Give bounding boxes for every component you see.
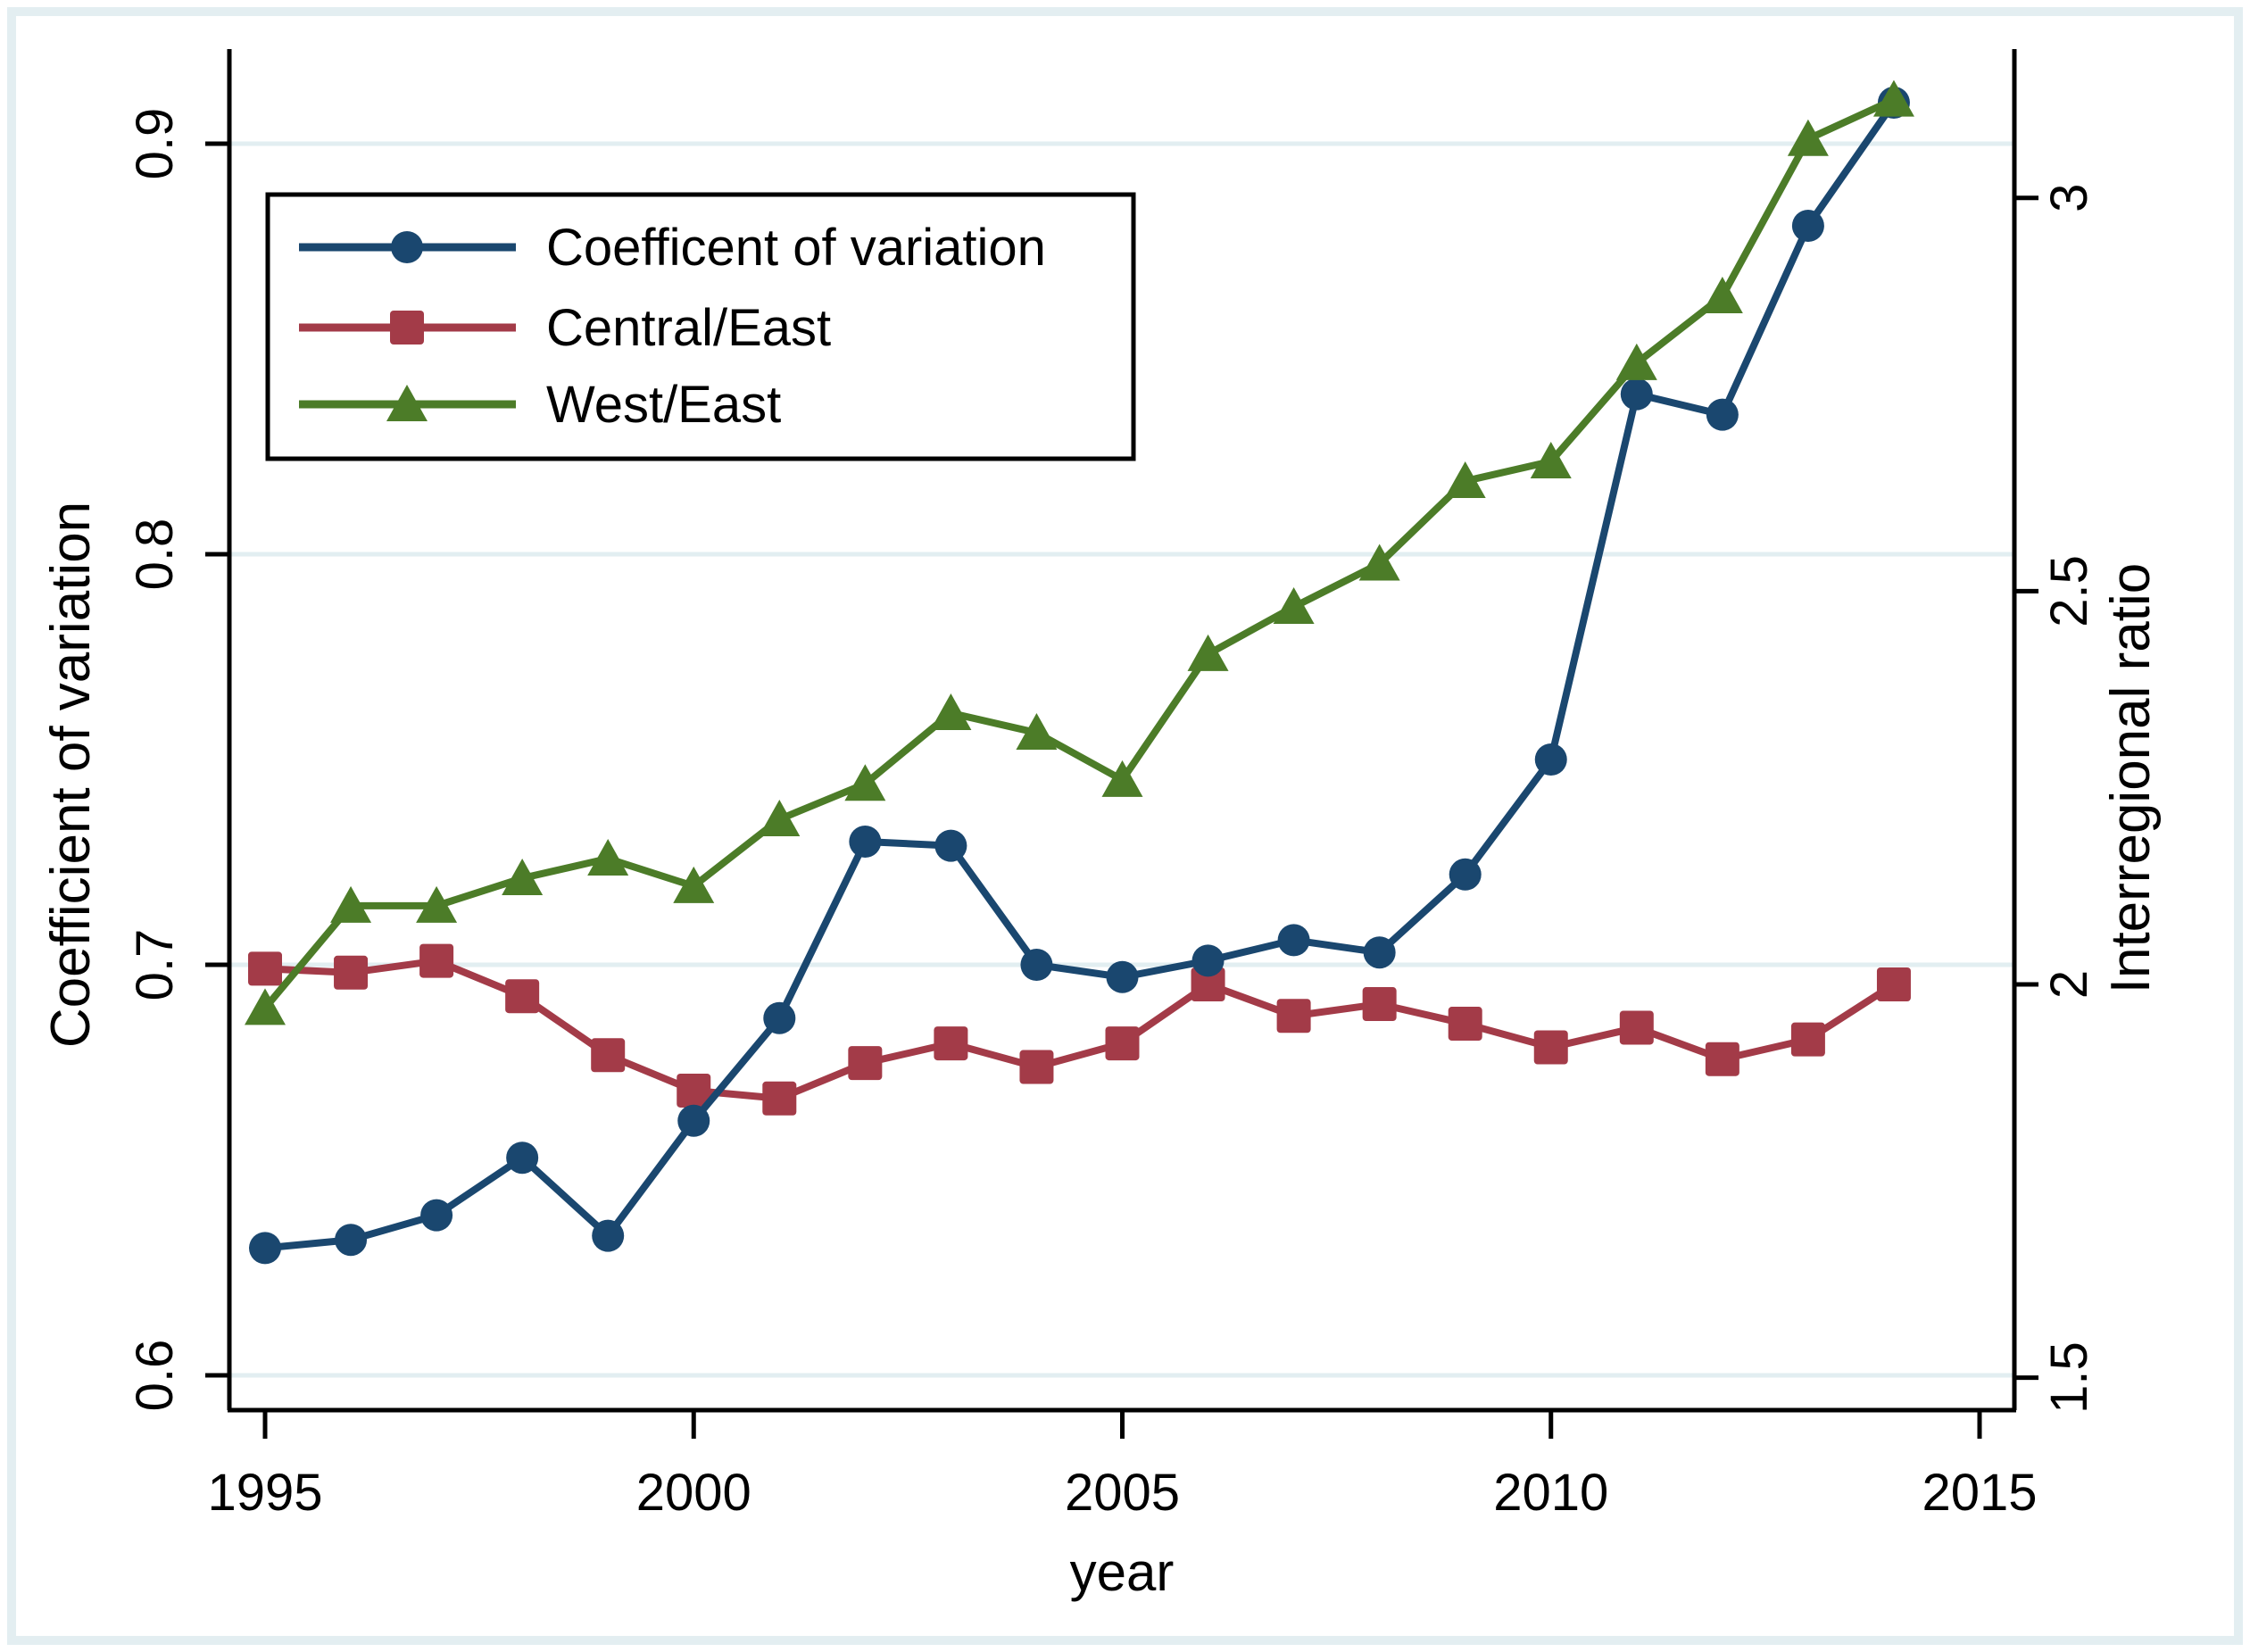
data-point-square — [1790, 1022, 1825, 1057]
data-point-circle — [1020, 949, 1053, 981]
data-point-circle — [1620, 378, 1653, 411]
data-point-square — [1019, 1050, 1054, 1084]
data-point-square — [1876, 967, 1911, 1001]
left-axis-title: Coefficient of variation — [40, 502, 102, 1048]
data-point-square — [762, 1081, 797, 1116]
data-point-triangle — [930, 693, 972, 730]
x-axis-title: year — [1070, 1542, 1175, 1602]
data-point-square — [390, 311, 424, 345]
data-point-square — [1105, 1026, 1140, 1061]
data-point-square — [505, 979, 540, 1014]
data-point-triangle — [1787, 119, 1829, 156]
data-point-triangle — [330, 885, 372, 923]
right-tick-label: 3 — [2040, 184, 2098, 212]
legend-label: Central/East — [546, 299, 831, 357]
data-point-circle — [1449, 858, 1482, 891]
left-tick-label: 0.9 — [126, 108, 184, 180]
data-point-triangle — [386, 385, 428, 421]
tick-labels: 0.6 0.7 0.8 0.9 1.5 2 2.5 3 1995 2000 2005 2010 2015 — [126, 108, 2098, 1522]
data-point-circle — [849, 826, 882, 858]
data-point-square — [1448, 1007, 1482, 1042]
data-point-square — [848, 1046, 883, 1081]
data-point-triangle — [1530, 442, 1572, 479]
data-point-triangle — [759, 799, 801, 836]
data-point-circle — [391, 231, 423, 263]
gridlines — [229, 141, 2014, 1378]
data-point-circle — [506, 1141, 539, 1175]
data-point-circle — [1791, 210, 1824, 242]
right-tick-label: 1.5 — [2040, 1341, 2098, 1414]
legend-label: West/East — [546, 376, 781, 434]
right-tick-label: 2.5 — [2040, 555, 2098, 627]
data-point-triangle — [1872, 79, 1914, 117]
data-point-square — [1276, 999, 1311, 1034]
x-tick-label: 2005 — [1065, 1464, 1180, 1522]
legend-item: West/East — [299, 376, 781, 434]
data-point-circle — [1534, 743, 1567, 776]
data-point-triangle — [844, 764, 886, 801]
series-west-east — [245, 79, 1914, 1025]
data-point-triangle — [502, 859, 544, 896]
data-point-circle — [249, 1232, 281, 1265]
x-tick-label: 2000 — [636, 1464, 751, 1522]
data-point-square — [934, 1026, 968, 1061]
legend: Coefficent of variation Central/East West/… — [265, 192, 1136, 461]
data-point-triangle — [416, 885, 458, 923]
data-point-square — [419, 943, 454, 978]
data-point-square — [591, 1038, 626, 1073]
left-tick-label: 0.6 — [126, 1340, 184, 1412]
data-point-circle — [420, 1199, 453, 1232]
series-central-east — [248, 943, 1911, 1116]
data-point-circle — [335, 1224, 368, 1257]
data-point-square — [1533, 1030, 1568, 1065]
data-point-triangle — [1273, 587, 1315, 625]
series-lines — [245, 79, 1914, 1265]
data-point-square — [1191, 967, 1225, 1001]
legend-item: Coefficent of variation — [299, 219, 1046, 277]
right-tick-label: 2 — [2040, 970, 2098, 999]
data-point-triangle — [1444, 461, 1486, 499]
data-point-circle — [1277, 924, 1310, 957]
data-point-square — [334, 955, 369, 990]
axes — [205, 49, 2038, 1439]
data-point-triangle — [1101, 760, 1143, 797]
data-point-circle — [1106, 960, 1139, 993]
data-point-triangle — [1701, 276, 1743, 313]
data-point-triangle — [245, 988, 286, 1025]
data-point-square — [1362, 987, 1397, 1022]
data-point-circle — [1706, 398, 1739, 431]
data-point-triangle — [1615, 343, 1657, 380]
data-point-triangle — [1358, 544, 1400, 581]
legend-item: Central/East — [299, 299, 831, 357]
legend-label: Coefficent of variation — [546, 219, 1046, 277]
data-point-triangle — [1187, 634, 1229, 671]
left-tick-label: 0.7 — [126, 929, 184, 1001]
series-line — [264, 100, 1897, 1252]
data-point-circle — [592, 1219, 625, 1252]
data-point-circle — [1363, 936, 1396, 969]
x-tick-label: 1995 — [207, 1464, 322, 1522]
x-tick-label: 2010 — [1493, 1464, 1608, 1522]
data-point-square — [677, 1073, 711, 1108]
x-tick-label: 2015 — [1922, 1464, 2037, 1522]
data-point-triangle — [673, 866, 715, 903]
data-point-circle — [934, 829, 967, 862]
data-point-square — [248, 951, 282, 986]
right-axis-title: Interregional ratio — [2100, 563, 2162, 994]
data-point-triangle — [1016, 713, 1058, 751]
data-point-square — [1705, 1042, 1739, 1076]
data-point-triangle — [587, 839, 629, 876]
data-point-circle — [1191, 944, 1225, 977]
series-coefficient-of-variation — [249, 87, 1910, 1265]
data-point-circle — [763, 1001, 796, 1034]
data-point-square — [1619, 1010, 1654, 1045]
data-point-circle — [677, 1104, 710, 1137]
left-tick-label: 0.8 — [126, 519, 184, 591]
